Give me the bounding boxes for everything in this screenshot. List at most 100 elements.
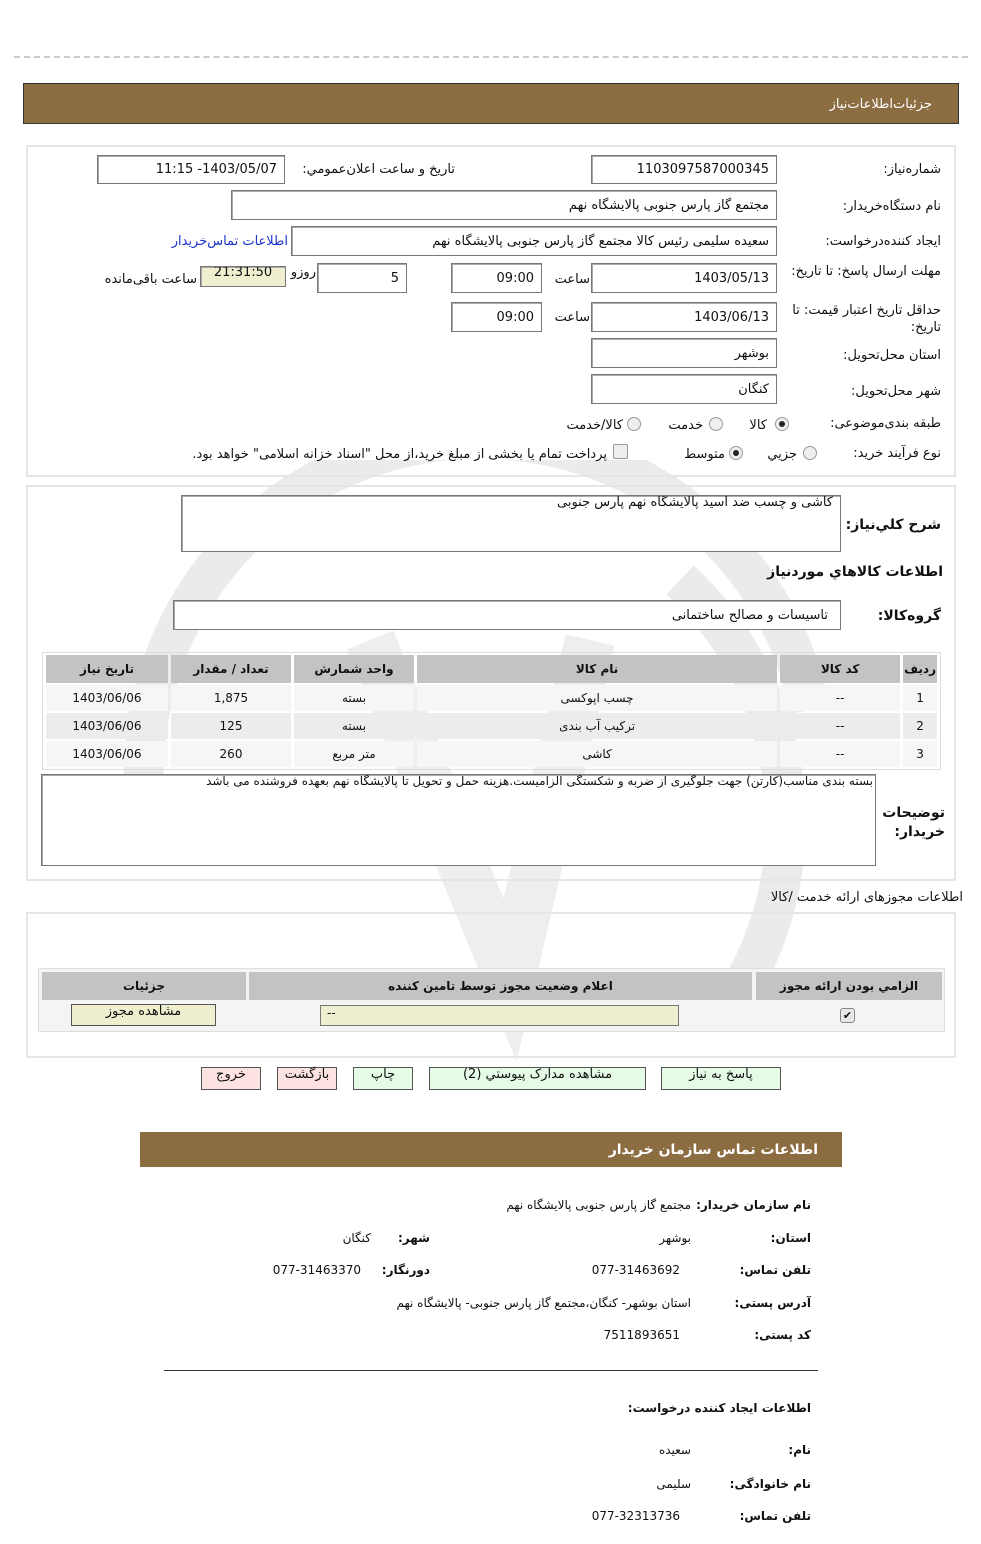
col-unit: واحد شمارش	[294, 655, 414, 683]
creator-phone-value: 077-32313736	[591, 1509, 680, 1523]
city-label: شهر:	[398, 1231, 430, 1245]
category-radio-service[interactable]	[709, 417, 723, 431]
phone-label: تلفن تماس:	[739, 1263, 811, 1277]
fax-label: دورنگار:	[381, 1263, 430, 1277]
col-date: تاریخ نیاز	[46, 655, 168, 683]
permits-title: اطلاعات مجوزهای ارائه خدمت /کالا	[770, 890, 963, 905]
contact-title: اطلاعات تماس سازمان خریدار	[608, 1142, 818, 1158]
goods-section-title: اطلاعات کالاهاي مورد‌نياز	[767, 564, 943, 580]
col-code: کد کالا	[780, 655, 901, 683]
days-label: روزو	[290, 265, 316, 280]
view-permit-button[interactable]: مشاهده مجوز	[71, 1004, 216, 1026]
process-option-medium: متوسط	[684, 447, 725, 462]
permit-status-field[interactable]: --	[320, 1005, 679, 1026]
cell-unit: بسته	[341, 691, 367, 705]
buyer-contact-link[interactable]: اطلاعات تماس‌خریدار	[171, 234, 288, 249]
cell-row: 1	[916, 691, 924, 705]
announce-field[interactable]: 1403/05/07- 11:15	[97, 155, 285, 184]
first-name-label: نام:	[788, 1443, 811, 1457]
process-option-minor: جزيي	[767, 447, 797, 462]
category-radio-goods[interactable]	[775, 417, 789, 431]
announce-label: تاریخ و ساعت اعلان‌عمومي:	[302, 162, 455, 177]
summary-textarea[interactable]: کاشی و چسب ضد اسید پالایشگاه نهم پارس جن…	[181, 495, 841, 552]
attachments-button[interactable]: مشاهده مدارک پیوستي (2)	[429, 1067, 646, 1090]
table-row: 1 -- چسب اپوکسی بسته 1,875 1403/06/06	[46, 685, 937, 711]
exit-button[interactable]: خروج	[201, 1067, 261, 1090]
creator-info-title: اطلاعات ایجاد کننده درخواست:	[627, 1401, 811, 1415]
deadline-date-field[interactable]: 1403/05/13	[591, 263, 777, 293]
divider	[14, 56, 968, 58]
cell-unit: بسته	[341, 719, 367, 733]
group-label: گروه‌کالا:	[877, 608, 941, 624]
divider	[164, 1370, 818, 1371]
category-option-both: کالا/خدمت	[566, 418, 623, 433]
reply-button[interactable]: پاسخ به نیاز	[661, 1067, 781, 1090]
cell-date: 1403/06/06	[72, 719, 142, 733]
goods-table: ردیف کد کالا نام کالا واحد شمارش تعداد /…	[43, 653, 940, 769]
buyer-notes-textarea[interactable]: بسته بندی مناسب(کارتن) جهت جلوگیری از ضر…	[41, 774, 876, 866]
deadline-time-label: ساعت	[554, 272, 590, 287]
validity-date-field[interactable]: 1403/06/13	[591, 302, 777, 332]
days-field[interactable]: 5	[317, 263, 407, 293]
postal-value: 7511893651	[603, 1328, 680, 1342]
validity-label: حداقل تاریخ اعتبار قیمت: تا تاریخ:	[792, 303, 941, 335]
category-option-service: خدمت	[668, 418, 703, 433]
org-value: مجتمع گاز پارس جنوبی پالایشگاه نهم	[506, 1198, 691, 1212]
back-button[interactable]: بازگشت	[277, 1067, 337, 1090]
cell-row: 3	[916, 747, 924, 761]
process-radio-medium[interactable]	[729, 446, 743, 460]
col-name: نام کالا	[417, 655, 778, 683]
treasury-note: پرداخت تمام یا بخشی از مبلغ خرید،از محل …	[192, 447, 607, 462]
col-row: ردیف	[903, 655, 937, 683]
cell-row: 2	[916, 719, 924, 733]
province-label: استان:	[770, 1231, 811, 1245]
process-label: نوع فرآیند خرید:	[853, 446, 941, 461]
cell-unit: متر مربع	[332, 747, 376, 761]
cell-code: --	[835, 719, 845, 733]
city-label: شهر محل‌تحویل:	[851, 384, 941, 399]
validity-time-field[interactable]: 09:00	[451, 302, 542, 332]
creator-field[interactable]: سعیده سلیمی رئیس کالا مجتمع گاز پارس جنو…	[291, 226, 777, 256]
contact-header: اطلاعات تماس سازمان خریدار	[140, 1132, 842, 1167]
address-value: استان بوشهر- کنگان،مجتمع گاز پارس جنوبی-…	[396, 1296, 691, 1310]
cell-code: --	[835, 747, 845, 761]
process-radio-minor[interactable]	[803, 446, 817, 460]
col-qty: تعداد / مقدار	[171, 655, 291, 683]
permits-panel	[26, 912, 956, 1058]
cell-qty: 125	[219, 719, 243, 733]
table-row: 2 -- ترکیب آب بندی بسته 125 1403/06/06	[46, 713, 937, 739]
cell-name: چسب اپوکسی	[560, 691, 634, 705]
page-title: جزئیات‌اطلاعات‌نیاز	[829, 97, 932, 112]
cell-date: 1403/06/06	[72, 747, 142, 761]
permits-table: الزامي بودن ارائه مجوز اعلام وضعیت مجوز …	[38, 968, 945, 1032]
group-field[interactable]: تاسیسات و مصالح ساختمانی	[173, 600, 841, 630]
postal-label: کد پستی:	[754, 1328, 811, 1342]
buyer-notes-label: توضیحات خریدار:	[882, 805, 945, 840]
province-label: استان محل‌تحویل:	[843, 348, 941, 363]
deadline-time-field[interactable]: 09:00	[451, 263, 542, 293]
goods-table-wrap: ردیف کد کالا نام کالا واحد شمارش تعداد /…	[42, 652, 941, 770]
cell-qty: 1,875	[213, 691, 249, 705]
header-bar: جزئیات‌اطلاعات‌نیاز	[23, 83, 959, 124]
city-field[interactable]: کنگان	[591, 374, 777, 404]
required-checkbox[interactable]: ✔	[840, 1008, 855, 1023]
province-field[interactable]: بوشهر	[591, 338, 777, 368]
fax-value: 077-31463370	[272, 1263, 361, 1277]
category-option-goods: کالا	[749, 418, 767, 433]
treasury-checkbox[interactable]	[613, 444, 628, 459]
summary-label: شرح کلي‌نياز:	[845, 517, 941, 533]
print-button[interactable]: چاپ	[353, 1067, 413, 1090]
phone-value: 077-31463692	[591, 1263, 680, 1277]
city-value: کنگان	[342, 1231, 371, 1245]
validity-time-label: ساعت	[554, 310, 590, 325]
table-row: 3 -- کاشی متر مربع 260 1403/06/06	[46, 741, 937, 767]
col-status: اعلام وضعیت مجوز توسط تامین کننده	[249, 972, 752, 1000]
last-name-label: نام خانوادگی:	[729, 1477, 811, 1491]
cell-code: --	[835, 691, 845, 705]
need-number-field[interactable]: 1103097587000345	[591, 155, 777, 184]
creator-label: ایجاد کننده‌درخواست:	[825, 234, 941, 249]
buyer-org-field[interactable]: مجتمع گاز پارس جنوبی پالایشگاه نهم	[231, 190, 777, 220]
org-label: نام سازمان خریدار:	[696, 1198, 811, 1212]
category-radio-both[interactable]	[627, 417, 641, 431]
category-label: طبقه بندی‌موضوعی:	[830, 416, 941, 431]
